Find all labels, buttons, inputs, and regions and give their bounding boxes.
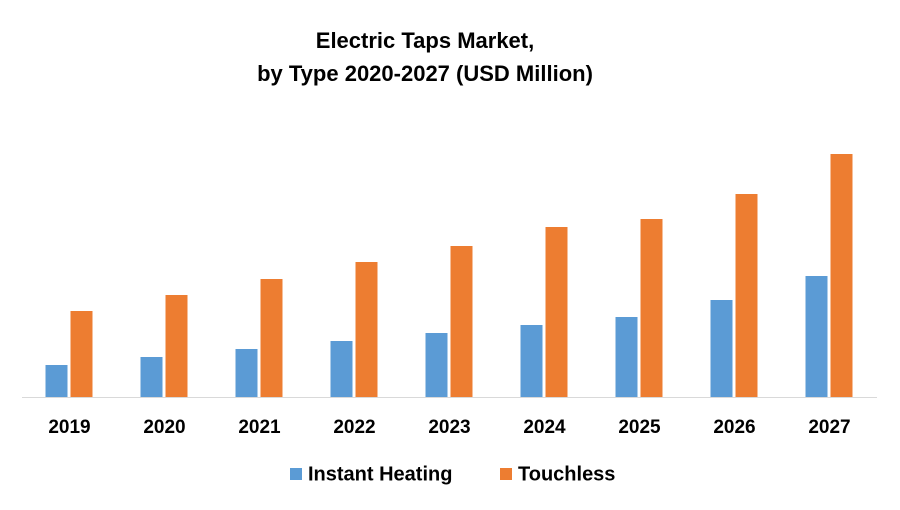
- legend-swatch: [500, 468, 512, 480]
- bar: [235, 349, 258, 397]
- bar: [520, 325, 543, 397]
- legend-label: Instant Heating: [308, 463, 452, 485]
- bar: [330, 341, 353, 397]
- chart-title: Electric Taps Market,: [316, 28, 534, 53]
- bar: [140, 357, 163, 397]
- x-tick-label: 2022: [333, 417, 375, 438]
- x-tick-label: 2024: [523, 417, 566, 438]
- bar: [450, 246, 473, 397]
- x-tick-label: 2021: [238, 417, 281, 438]
- x-tick-label: 2027: [808, 417, 850, 438]
- bar: [70, 311, 93, 397]
- bar: [735, 194, 758, 397]
- bar: [45, 365, 68, 397]
- bar: [545, 227, 568, 397]
- x-tick-label: 2025: [618, 417, 661, 438]
- x-tick-label: 2023: [428, 417, 470, 438]
- x-tick-label: 2020: [143, 417, 185, 438]
- bar: [830, 154, 853, 397]
- bar: [640, 219, 663, 397]
- chart-title: by Type 2020-2027 (USD Million): [257, 61, 593, 86]
- legend-swatch: [290, 468, 302, 480]
- bar: [260, 279, 283, 397]
- x-tick-label: 2019: [48, 417, 90, 438]
- bar: [710, 300, 733, 397]
- bar: [425, 333, 448, 397]
- bar: [805, 276, 828, 397]
- bar: [355, 262, 378, 397]
- x-tick-label: 2026: [713, 417, 755, 438]
- bar: [165, 295, 188, 397]
- legend-label: Touchless: [518, 463, 615, 485]
- bar: [615, 317, 638, 397]
